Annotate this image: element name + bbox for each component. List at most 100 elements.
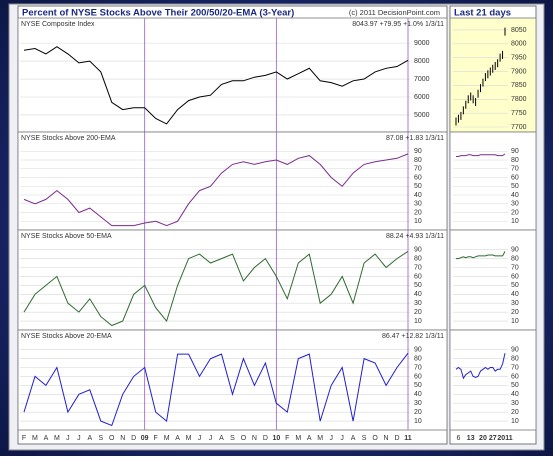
y-tick-label: 80 — [511, 355, 519, 362]
y-tick-label: 30 — [414, 400, 422, 407]
y-tick-label: 8000 — [414, 58, 430, 65]
x-tick-label: S — [98, 435, 103, 442]
y-tick-label: 70 — [511, 264, 519, 271]
x-tick-label: M — [32, 435, 38, 442]
y-tick-label: 20 — [511, 409, 519, 416]
y-tick-label: 40 — [414, 291, 422, 298]
panel-title: NYSE Composite Index — [21, 21, 95, 28]
y-tick-label: 20 — [511, 309, 519, 316]
x-tick-label: S — [362, 435, 367, 442]
y-tick-label: 40 — [414, 192, 422, 199]
x-tick-label: A — [219, 435, 224, 442]
x-tick-label: 6 — [456, 435, 460, 442]
x-tick-label: A — [44, 435, 49, 442]
y-tick-label: 30 — [511, 201, 519, 208]
x-tick-label: O — [109, 435, 115, 442]
y-tick-label: 60 — [511, 273, 519, 280]
x-tick-label: J — [209, 435, 213, 442]
x-tick-label: O — [372, 435, 378, 442]
y-tick-label: 10 — [414, 318, 422, 325]
y-tick-label: 30 — [414, 201, 422, 208]
panel — [449, 229, 537, 331]
y-tick-label: 10 — [511, 218, 519, 225]
y-tick-label: 80 — [511, 255, 519, 262]
panel-stats: 87.08 +1.83 1/3/11 — [386, 135, 444, 142]
y-tick-label: 9000 — [414, 40, 430, 47]
x-tick-label: O — [241, 435, 247, 442]
y-tick-label: 90 — [414, 246, 422, 253]
series-line — [23, 352, 409, 427]
y-tick-label: 50 — [511, 282, 519, 289]
x-tick-label: F — [154, 435, 158, 442]
y-tick-label: 60 — [511, 373, 519, 380]
y-tick-label: 20 — [414, 209, 422, 216]
panel — [17, 131, 448, 231]
y-tick-label: 60 — [414, 273, 422, 280]
series-line — [23, 153, 409, 227]
y-tick-label: 80 — [511, 157, 519, 164]
y-tick-label: 80 — [414, 355, 422, 362]
y-tick-label: 60 — [414, 174, 422, 181]
y-tick-label: 40 — [511, 192, 519, 199]
y-tick-label: 20 — [414, 409, 422, 416]
x-tick-label: A — [87, 435, 92, 442]
y-tick-label: 70 — [414, 166, 422, 173]
series-line — [456, 153, 506, 157]
y-tick-label: 90 — [414, 346, 422, 353]
panel-title: NYSE Stocks Above 200-EMA — [21, 135, 116, 142]
x-tick-label: M — [317, 435, 323, 442]
x-tick-label: J — [66, 435, 70, 442]
y-tick-label: 7900 — [511, 68, 527, 75]
series-line — [23, 250, 409, 327]
y-tick-label: 70 — [414, 264, 422, 271]
y-tick-label: 50 — [414, 382, 422, 389]
y-tick-label: 7700 — [511, 124, 527, 131]
y-tick-label: 20 — [414, 309, 422, 316]
y-tick-label: 7950 — [511, 55, 527, 62]
y-tick-label: 90 — [511, 148, 519, 155]
panel-title: NYSE Stocks Above 50-EMA — [21, 233, 112, 240]
panel — [449, 329, 537, 431]
x-tick-label: J — [329, 435, 333, 442]
x-tick-label: J — [77, 435, 81, 442]
y-tick-label: 50 — [511, 382, 519, 389]
y-tick-label: 30 — [414, 300, 422, 307]
x-tick-label: D — [394, 435, 399, 442]
x-tick-label: A — [351, 435, 356, 442]
y-tick-label: 8000 — [511, 41, 527, 48]
x-tick-label: 11 — [404, 435, 412, 442]
panel-title: NYSE Stocks Above 20-EMA — [21, 333, 112, 340]
x-tick-label: 20 — [479, 435, 487, 442]
x-tick-label: M — [164, 435, 170, 442]
x-tick-label: 27 — [489, 435, 497, 442]
y-tick-label: 90 — [511, 346, 519, 353]
y-tick-label: 90 — [414, 148, 422, 155]
x-tick-label: S — [230, 435, 235, 442]
y-tick-label: 20 — [511, 209, 519, 216]
y-tick-label: 50 — [511, 183, 519, 190]
y-tick-label: 7000 — [414, 76, 430, 83]
y-tick-label: 70 — [511, 364, 519, 371]
series-line — [23, 46, 409, 125]
y-tick-label: 70 — [511, 166, 519, 173]
y-tick-label: 50 — [414, 183, 422, 190]
x-tick-label: A — [175, 435, 180, 442]
panel — [17, 329, 448, 431]
x-tick-label: N — [252, 435, 257, 442]
x-tick-label: M — [295, 435, 301, 442]
y-tick-label: 5000 — [414, 112, 430, 119]
panel-stats: 8043.97 +79.95 +1.0% 1/3/11 — [352, 21, 444, 28]
y-tick-label: 7750 — [511, 110, 527, 117]
x-tick-label: 13 — [467, 435, 475, 442]
y-tick-label: 40 — [511, 291, 519, 298]
copyright: (c) 2011 DecisionPoint.com — [349, 8, 440, 17]
x-tick-label: M — [54, 435, 60, 442]
y-tick-label: 10 — [414, 418, 422, 425]
y-tick-label: 40 — [511, 391, 519, 398]
y-tick-label: 60 — [414, 373, 422, 380]
panel — [17, 17, 448, 133]
x-tick-label: J — [198, 435, 202, 442]
x-tick-label: J — [340, 435, 344, 442]
x-tick-label: M — [186, 435, 192, 442]
